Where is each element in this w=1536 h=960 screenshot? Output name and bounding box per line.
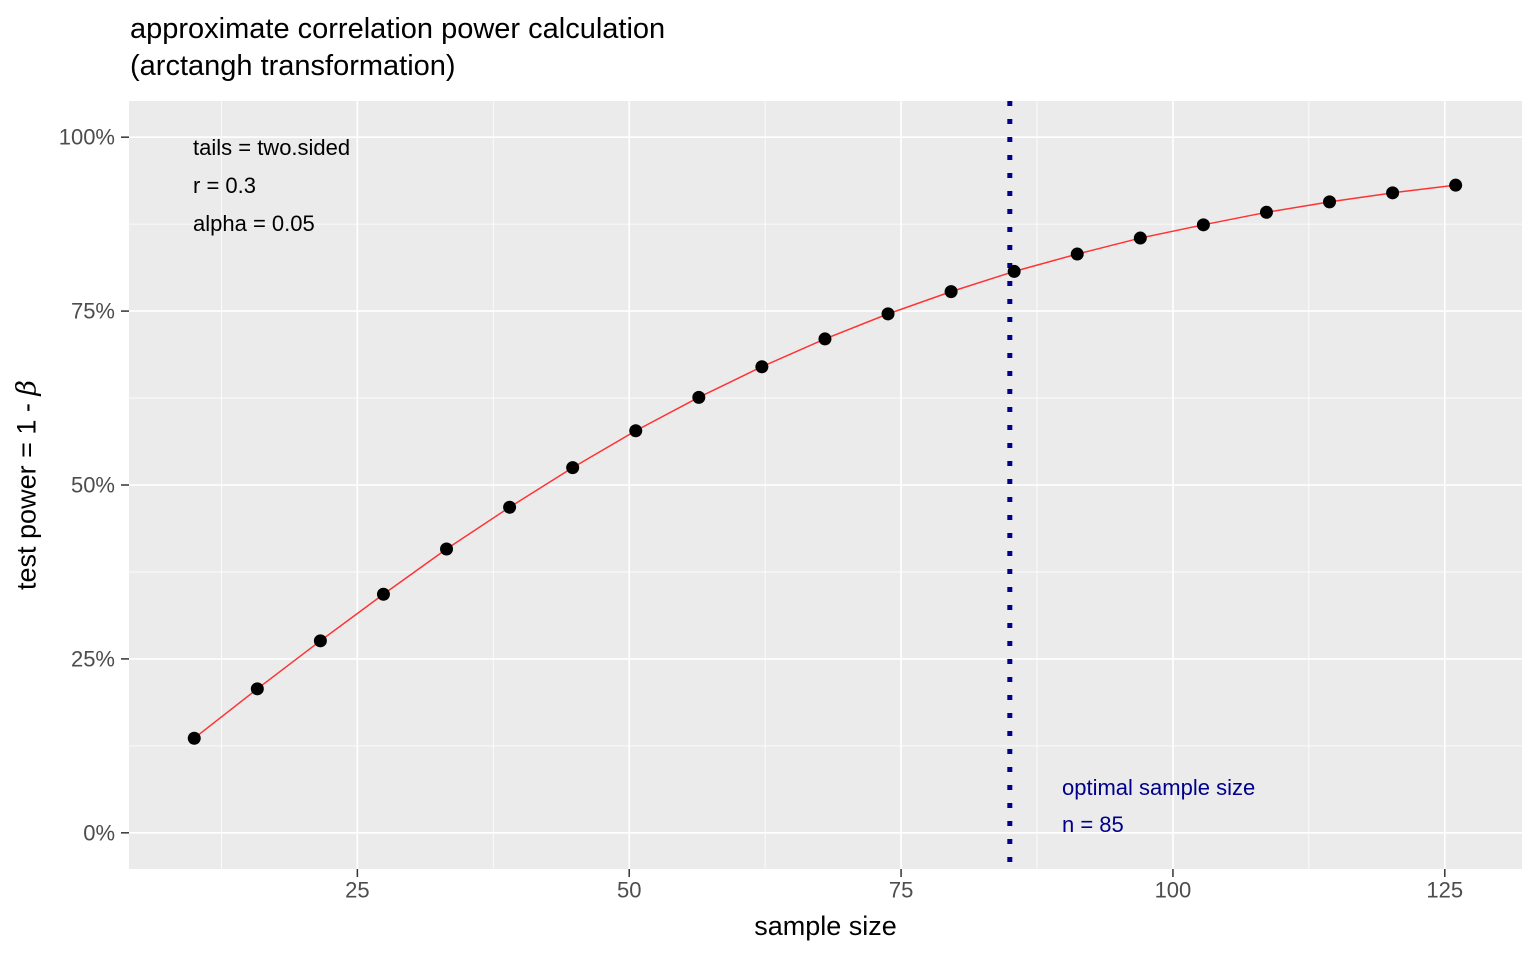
y-tick-label: 75%: [71, 299, 115, 324]
param-alpha: alpha = 0.05: [193, 211, 315, 236]
parameter-annotations: tails = two.sided r = 0.3 alpha = 0.05: [193, 129, 350, 243]
x-tick-label: 25: [345, 878, 369, 903]
param-tails: tails = two.sided: [193, 135, 351, 160]
data-point: [1133, 231, 1147, 245]
data-point: [1196, 218, 1210, 232]
x-tick-label: 75: [889, 878, 913, 903]
data-point: [755, 360, 769, 374]
x-tick-label: 125: [1426, 878, 1463, 903]
beta-symbol: β: [11, 380, 43, 396]
optimal-label: optimal sample size: [1062, 775, 1256, 800]
y-axis-title: test power = 1 - β: [12, 380, 43, 590]
data-point: [1007, 264, 1021, 278]
data-point: [629, 424, 643, 438]
y-tick-label: 25%: [71, 646, 115, 671]
data-point: [944, 285, 958, 299]
data-point: [250, 682, 264, 696]
param-r: r = 0.3: [193, 173, 256, 198]
y-tick-label: 100%: [59, 125, 115, 150]
y-tick-label: 50%: [71, 473, 115, 498]
optimal-sample-annotation: optimal sample size n = 85: [1062, 769, 1255, 843]
chart-title: approximate correlation power calculatio…: [130, 11, 665, 85]
data-point: [440, 542, 454, 556]
data-point: [1449, 178, 1463, 192]
data-point: [566, 461, 580, 475]
x-tick-label: 100: [1155, 878, 1192, 903]
y-tick-label: 0%: [83, 820, 115, 845]
chart-title-line1: approximate correlation power calculatio…: [130, 13, 666, 45]
data-point: [692, 390, 706, 404]
data-point: [313, 634, 327, 648]
chart-title-line2: (arctangh transformation): [130, 50, 456, 82]
optimal-n-value: n = 85: [1062, 812, 1124, 837]
data-point: [1259, 205, 1273, 219]
data-point: [187, 731, 201, 745]
y-axis-title-text: test power = 1 -: [11, 395, 42, 590]
data-point: [1070, 247, 1084, 261]
data-point: [1386, 186, 1400, 200]
data-point: [881, 307, 895, 321]
data-point: [818, 332, 832, 346]
x-tick-label: 50: [617, 878, 641, 903]
x-axis-title: sample size: [754, 911, 897, 941]
data-point: [503, 500, 517, 514]
data-point: [376, 587, 390, 601]
data-point: [1323, 195, 1337, 209]
